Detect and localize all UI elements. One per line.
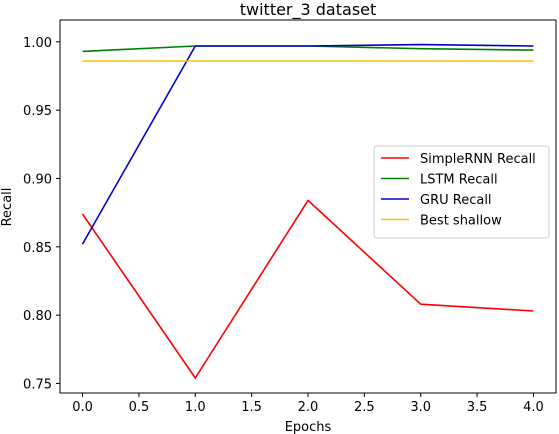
x-tick-label: 0.0 <box>72 400 93 415</box>
legend: SimpleRNN Recall LSTM Recall GRU Recall Bes… <box>373 145 550 239</box>
x-tick-label: 1.0 <box>185 400 206 415</box>
plot-frame <box>59 19 557 394</box>
series-line-simplernn-recall <box>81 199 534 379</box>
y-tick-label: 0.75 <box>23 377 52 392</box>
x-axis-label: Epochs <box>285 420 332 434</box>
chart-title: twitter_3 dataset <box>240 0 377 20</box>
y-tick-label: 0.95 <box>23 104 52 119</box>
y-tick-label: 0.80 <box>23 309 52 324</box>
series-lines <box>81 43 534 379</box>
x-tick-label: 3.5 <box>467 400 488 415</box>
y-tick-label: 0.85 <box>23 241 52 256</box>
series-line-lstm-recall <box>82 45 534 53</box>
x-tick-label: 2.5 <box>354 400 375 415</box>
y-axis: 0.75 0.80 0.85 0.90 0.95 1.00 <box>23 36 60 392</box>
x-axis: 0.0 0.5 1.0 1.5 2.0 2.5 3.0 3.5 4.0 <box>72 393 544 415</box>
legend-box <box>373 145 550 239</box>
x-tick-label: 3.0 <box>410 400 431 415</box>
legend-label: LSTM Recall <box>420 173 498 188</box>
y-tick-label: 0.90 <box>23 172 52 187</box>
x-tick-label: 4.0 <box>523 400 544 415</box>
legend-label: GRU Recall <box>420 193 492 208</box>
series-line-gru-recall <box>81 43 534 245</box>
x-tick-label: 1.5 <box>241 400 262 415</box>
x-tick-label: 2.0 <box>298 400 319 415</box>
x-tick-label: 0.5 <box>129 400 150 415</box>
y-axis-label: Recall <box>0 188 15 227</box>
y-tick-label: 1.00 <box>23 36 52 51</box>
legend-label: Best shallow <box>420 214 502 229</box>
legend-label: SimpleRNN Recall <box>420 152 536 167</box>
